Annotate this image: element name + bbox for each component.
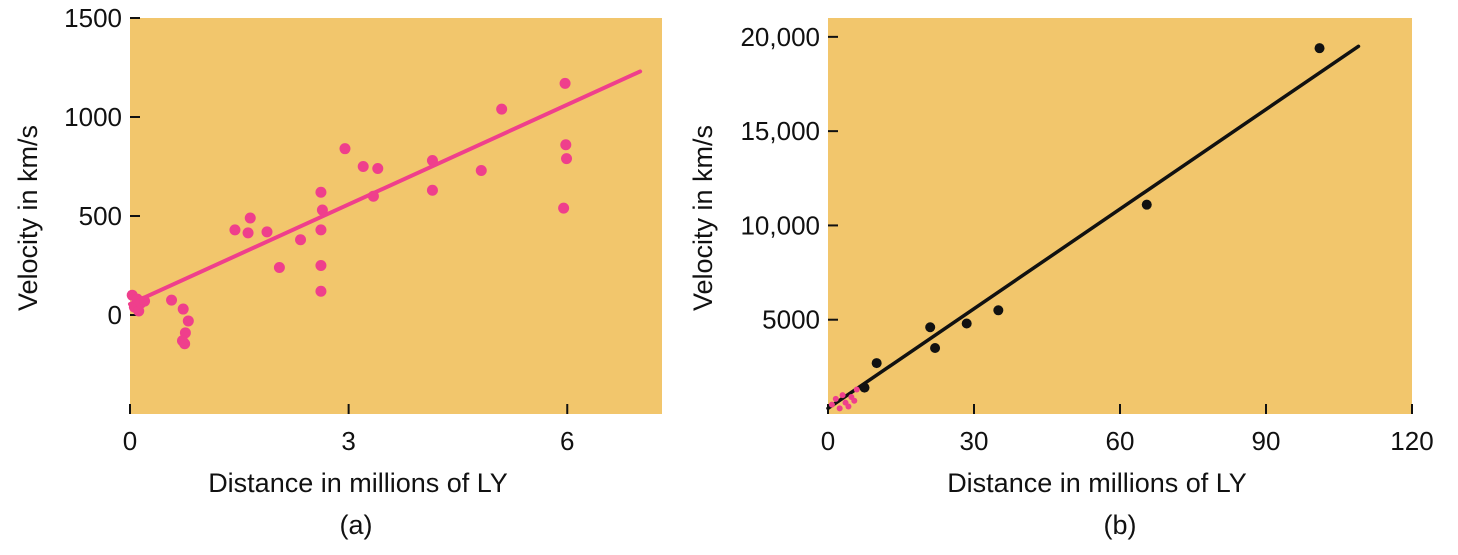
panel-b-inset-point — [832, 395, 839, 402]
panel-a-data-point — [295, 234, 307, 246]
panel-b-y-tick-label: 5000 — [762, 305, 820, 335]
panel-b-fit-line — [826, 44, 1361, 411]
panel-a-data-point — [179, 338, 191, 350]
panel-b-data-point — [925, 322, 936, 333]
panel-b-data-point — [993, 305, 1004, 316]
panel-a-data-point — [177, 303, 189, 315]
panel-a-data-point — [558, 202, 570, 214]
panel-b-x-tick-label: 0 — [821, 426, 835, 456]
panel-b-inset-point — [853, 386, 860, 393]
panel-a-data-point — [357, 161, 369, 172]
panel-b-inset-point — [845, 403, 852, 410]
panel-b-inset-points — [828, 386, 860, 412]
panel-a-x-tick-label: 3 — [341, 426, 355, 456]
panel-b-x-tick-label: 90 — [1252, 426, 1281, 456]
panel-a-fit-line — [128, 69, 643, 307]
panel-b-data-point — [871, 358, 882, 369]
panel-a-plot-area — [130, 18, 662, 414]
panel-a-data-point — [426, 184, 438, 196]
panel-b-data-point — [961, 318, 972, 329]
panel-b-y-tick-label: 15,000 — [740, 116, 820, 146]
panel-a-x-tick-label: 0 — [123, 426, 137, 456]
panel-a-data-point — [166, 294, 178, 306]
panel-a-data-point — [244, 212, 256, 224]
panel-a-data-point — [367, 190, 379, 202]
panel-b-inset-point — [828, 401, 835, 408]
panel-a-data-point — [315, 260, 327, 271]
panel-a-ticks: 0 3 6 0 500 1000 1500 — [64, 3, 574, 456]
panel-a-x-axis-title: Distance in millions of LY — [208, 468, 508, 498]
panel-b-data-point — [930, 343, 941, 353]
panel-b-x-axis-title: Distance in millions of LY — [947, 468, 1247, 498]
panel-b-y-axis-title: Velocity in km/s — [688, 125, 718, 311]
panel-a-caption: (a) — [340, 510, 373, 540]
panel-a-data-point — [561, 153, 573, 165]
panel-b: 0 30 60 90 120 5000 10,000 15,000 20,000 Velocit… — [688, 18, 1434, 540]
panel-b-x-tick-label: 30 — [960, 426, 989, 456]
panel-a-data-point — [372, 162, 384, 174]
panel-b-ticks: 0 30 60 90 120 5000 10,000 15,000 20,000 — [740, 22, 1433, 456]
panel-a-data-point — [559, 77, 571, 89]
panel-b-x-tick-label: 120 — [1390, 426, 1433, 456]
panel-a-data-point — [316, 204, 328, 216]
panel-a-y-tick-label: 1500 — [64, 3, 122, 33]
panel-a-x-tick-label: 6 — [560, 426, 574, 456]
panel-b-plot-area — [828, 18, 1412, 414]
panel-b-points — [859, 43, 1325, 393]
panel-b-inset-point — [851, 397, 858, 404]
panel-b-inset-point — [839, 392, 846, 399]
panel-a-y-tick-label: 1000 — [64, 102, 122, 132]
panel-a-y-axis-title: Velocity in km/s — [13, 125, 43, 311]
panel-a-y-tick-label: 0 — [108, 300, 122, 330]
panel-a: 0 3 6 0 500 1000 1500 Velocity in km/s Distanc… — [13, 3, 662, 540]
panel-a-data-point — [242, 227, 254, 239]
panel-a-points — [126, 77, 573, 350]
panel-a-data-point — [139, 295, 151, 307]
panel-a-data-point — [261, 226, 273, 238]
panel-b-x-tick-label: 60 — [1106, 426, 1135, 456]
panel-a-y-tick-label: 500 — [79, 201, 122, 231]
panel-a-data-point — [496, 103, 508, 115]
panel-a-data-point — [315, 224, 327, 236]
panel-a-data-point — [560, 139, 572, 151]
panel-a-data-point — [475, 164, 487, 176]
panel-a-data-point — [315, 285, 327, 297]
panel-b-inset-point — [836, 405, 843, 412]
panel-b-y-tick-label: 10,000 — [740, 210, 820, 240]
panel-a-data-point — [315, 186, 327, 198]
panel-a-data-point — [426, 155, 438, 167]
panel-b-data-point — [1141, 199, 1152, 210]
panel-a-data-point — [339, 143, 351, 155]
panel-b-y-tick-label: 20,000 — [740, 22, 820, 52]
panel-b-caption: (b) — [1104, 510, 1137, 540]
panel-a-data-point — [182, 315, 194, 327]
panel-b-data-point — [1314, 43, 1325, 54]
panel-a-data-point — [273, 261, 285, 273]
panel-a-data-point — [229, 224, 241, 236]
panel-b-data-point — [859, 382, 870, 393]
